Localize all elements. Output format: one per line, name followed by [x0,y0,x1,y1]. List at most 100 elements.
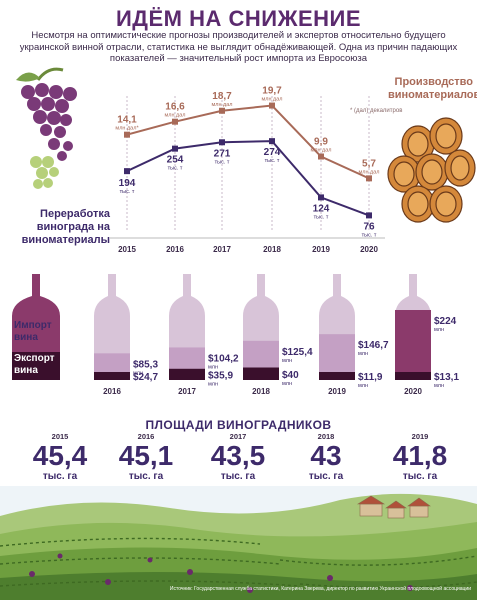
processing-data-unit: тыс. т [120,189,135,195]
export-data-unit: млн [208,381,218,387]
export-data-label: $24,7 [133,372,158,383]
import-bar [395,310,431,380]
legend-import-label-2: вина [14,332,38,343]
x-tick-label: 2016 [103,387,121,396]
import-data-unit: млн [434,327,444,333]
production-point [172,118,178,125]
production-point [269,102,275,109]
vineyard-stat: 2017 43,5 тыс. га [196,432,280,482]
vineyard-unit: тыс. га [402,471,438,482]
production-data-label: 9,9 [314,137,328,148]
production-data-label: 14,1 [117,115,137,126]
x-tick-label: 2019 [328,387,346,396]
export-data-label: $11,9 [358,372,383,383]
processing-data-label: 271 [214,148,231,159]
processing-data-label: 194 [119,178,136,189]
x-tick-label: 2018 [263,245,281,254]
production-data-unit: млн дал [358,169,379,175]
vineyard-value: 43,5 [210,440,266,471]
import-data-label: $104,2 [208,353,239,364]
vineyard-unit: тыс. га [220,471,256,482]
intro-text: Несмотря на оптимистические прогнозы про… [19,30,458,64]
processing-line [126,140,370,217]
processing-point [172,145,178,152]
export-bar [169,368,205,380]
vineyard-year: 2019 [411,432,429,441]
vineyard-stat: 2019 41,8 тыс. га [378,432,462,482]
vineyard-unit: тыс. га [128,471,164,482]
legend-export-label-2: вина [14,365,38,376]
import-data-unit: млн [208,364,218,370]
x-tick-label: 2020 [360,245,378,254]
export-data-label: $35,9 [208,370,233,381]
x-tick-label: 2016 [166,245,184,254]
processing-data-label: 254 [167,155,184,166]
production-point [318,153,324,160]
processing-data-unit: тыс. т [168,166,183,172]
import-data-label: $125,4 [282,347,313,358]
bottle-chart: ИмпортвинаЭкспортвина2016$85,3млн$24,720… [12,274,459,396]
legend-import-label: Импорт [14,320,52,331]
legend-export-label: Экспорт [14,353,55,364]
production-data-label: 16,6 [165,102,185,113]
production-data-unit: млн дал [211,102,232,108]
processing-data-label: 124 [313,203,330,214]
processing-data-label: 274 [264,147,281,158]
production-data-unit: млн дал [310,148,331,154]
processing-point [219,139,225,146]
export-data-label: $40 [282,370,299,381]
production-data-label: 5,7 [362,158,376,169]
production-data-unit: млн дал* [115,126,139,132]
processing-data-unit: тыс. т [265,158,280,164]
vineyard-value: 43 [310,440,342,471]
production-series-label: Производство виноматериалов [388,76,477,101]
x-tick-label: 2020 [404,387,422,396]
vineyard-unit: тыс. га [42,471,78,482]
export-bar [94,372,130,380]
processing-point [269,138,275,145]
x-tick-label: 2017 [213,245,231,254]
processing-point [318,194,324,201]
export-data-unit: млн [282,381,292,387]
footnote: * (дал) декалитров [350,108,403,114]
import-data-label: $85,3 [133,359,158,370]
x-tick-label: 2019 [312,245,330,254]
export-data-label: $13,1 [434,372,459,383]
vineyard-stat: 2015 45,4 тыс. га [18,432,102,482]
vineyard-value: 45,4 [32,440,88,471]
x-tick-label: 2018 [252,387,270,396]
vineyard-year: 2017 [229,432,247,441]
production-data-unit: млн дал [164,113,185,119]
vineyards-title: ПЛОЩАДИ ВИНОГРАДНИКОВ [145,418,332,432]
processing-data-unit: тыс. т [362,232,377,238]
vineyard-year: 2015 [51,432,69,441]
processing-series-label: Переработка винограда на виноматериалы [21,208,110,246]
import-data-unit: млн [282,358,292,364]
source-note: Источник: Государственная служба статист… [169,586,471,592]
vineyard-stat: 2018 43 тыс. га [284,432,368,482]
grapes-illustration [16,67,77,189]
production-data-label: 19,7 [262,86,282,97]
import-data-label: $146,7 [358,340,389,351]
production-data-label: 18,7 [212,91,232,102]
import-data-unit: млн [358,351,368,357]
processing-data-unit: тыс. т [215,159,230,165]
vineyard-year: 2016 [137,432,155,441]
export-bar [319,372,355,380]
import-data-label: $224 [434,316,457,327]
export-data-unit: млн [434,383,444,389]
vineyard-year: 2018 [317,432,335,441]
export-data-unit: млн [358,383,368,389]
vineyard-unit: тыс. га [308,471,344,482]
production-point [219,107,225,114]
export-bar [243,367,279,380]
production-point [124,131,130,138]
x-tick-label: 2015 [118,245,136,254]
processing-data-unit: тыс. т [314,214,329,220]
x-tick-label: 2017 [178,387,196,396]
production-point [366,175,372,182]
vineyard-value: 41,8 [392,440,448,471]
production-line [126,104,370,180]
processing-point [366,212,372,219]
